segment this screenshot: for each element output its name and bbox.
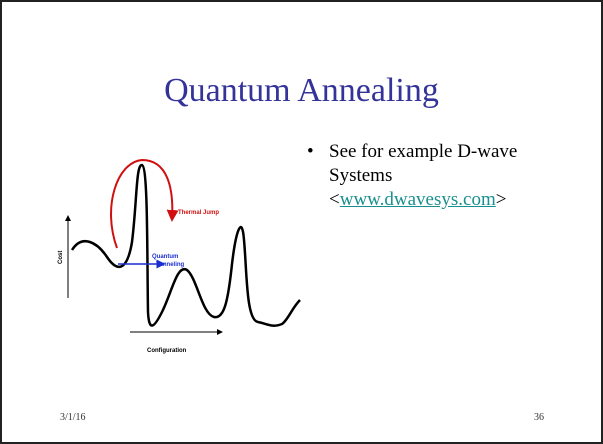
tunnel-label: Tunneling [156,262,185,268]
bracket: > [495,189,507,210]
thermal-label: Thermal Jump [178,210,219,216]
bullet-dot: • [307,141,314,162]
bracket: < [329,189,340,210]
page-number: 36 [534,412,544,423]
bullet: • See for example D-wave Systems <www.dwa… [307,140,567,212]
tunnel-label: Quantum [152,254,178,260]
slide-title: Quantum Annealing [164,72,439,109]
footer-date: 3/1/16 [60,412,86,423]
bullet-text: See for example D-wave Systems [329,141,518,186]
y-axis-label: Cost [58,251,64,264]
link[interactable]: www.dwavesys.com [339,189,496,210]
thermal-arrow [110,158,179,249]
cost-curve [70,163,301,327]
x-axis-label: Configuration [147,348,187,354]
